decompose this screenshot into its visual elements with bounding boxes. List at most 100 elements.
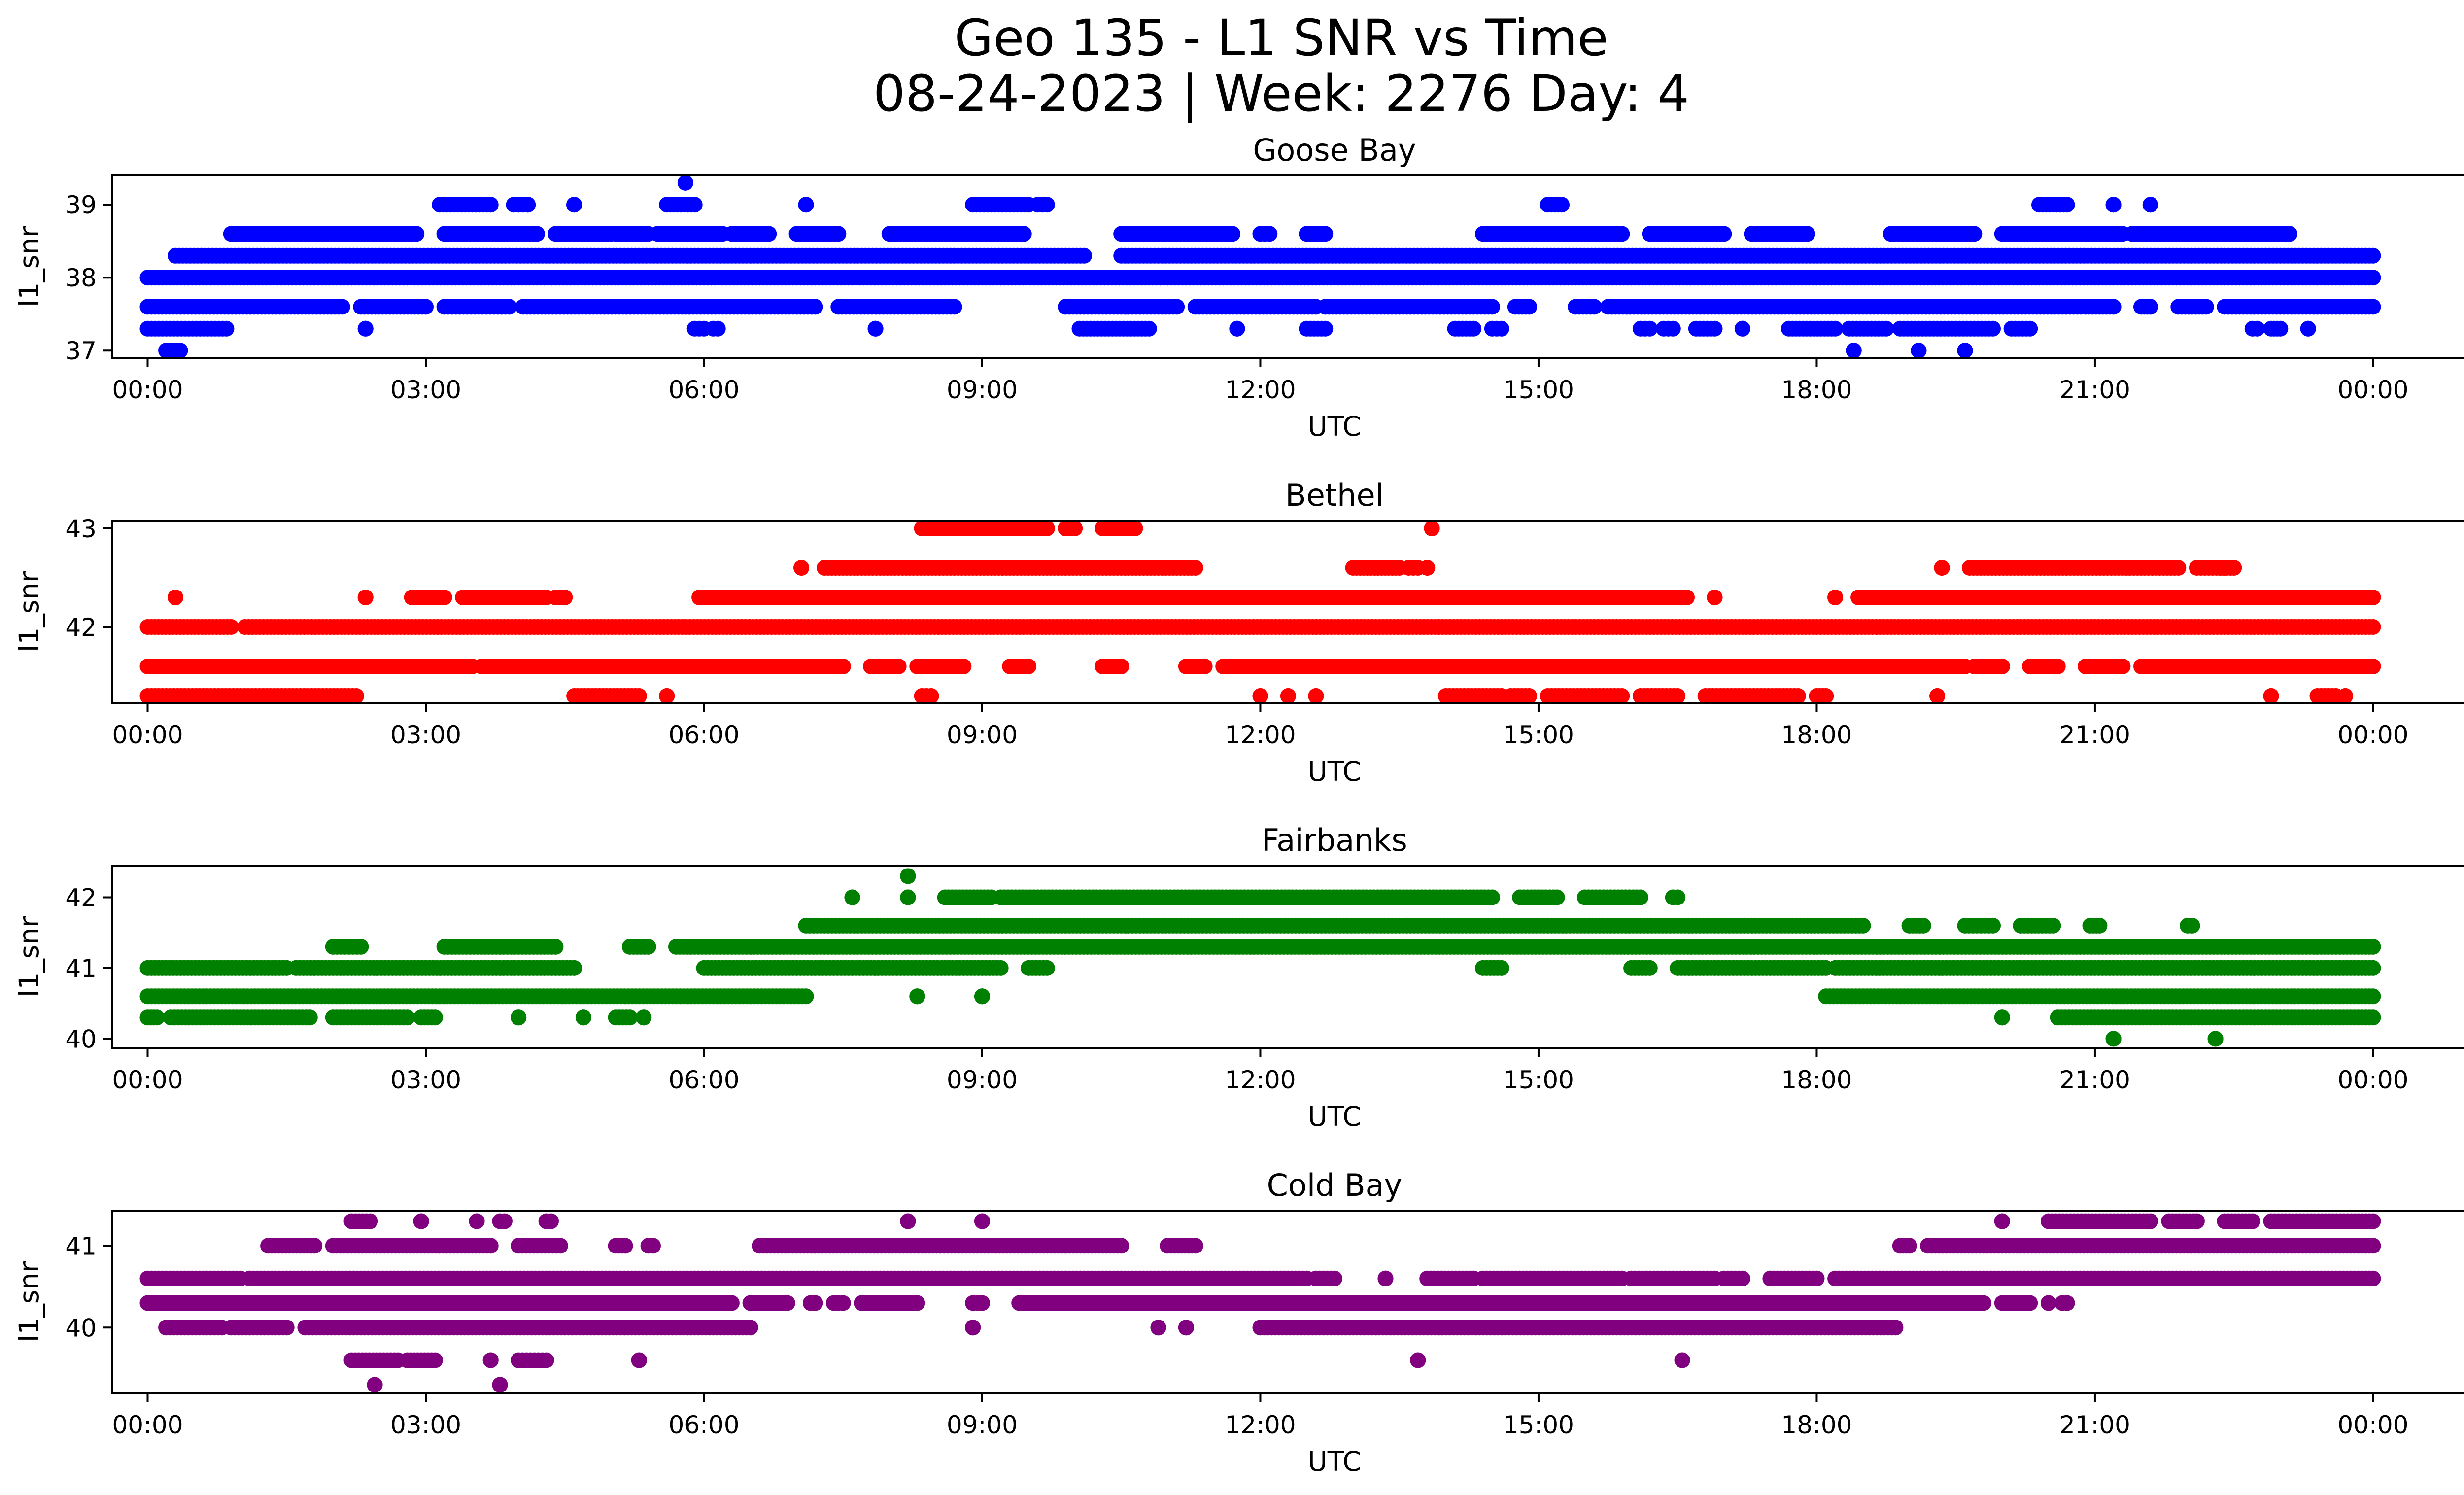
data-point [1127, 521, 1143, 536]
data-point [2365, 1009, 2381, 1026]
data-point [2105, 299, 2122, 315]
data-point [1934, 560, 1950, 576]
scatter-series [139, 175, 2381, 358]
data-point [1790, 688, 1806, 703]
data-point [1521, 299, 1538, 315]
data-point [1484, 299, 1500, 315]
data-point [566, 197, 582, 213]
data-point [1586, 299, 1602, 315]
data-point [557, 590, 573, 605]
x-tick-label: 15:00 [1503, 721, 1574, 749]
data-point [1021, 659, 1037, 674]
data-point [1039, 521, 1055, 536]
data-point [2300, 320, 2316, 337]
data-point [2198, 299, 2214, 315]
data-point [1846, 343, 1862, 358]
data-point [1308, 688, 1324, 703]
data-point [761, 226, 777, 242]
data-point [1317, 320, 1334, 337]
data-point [1911, 343, 1927, 358]
y-tick-label: 42 [65, 613, 97, 642]
x-tick-label: 18:00 [1781, 376, 1852, 404]
data-point [1957, 343, 1973, 358]
data-point [2105, 197, 2122, 213]
data-point [956, 659, 972, 674]
x-tick-label: 12:00 [1225, 721, 1296, 749]
data-point [2249, 320, 2265, 337]
data-point [172, 343, 188, 358]
data-point [2142, 197, 2158, 213]
data-point [1665, 320, 1681, 337]
data-point [2365, 988, 2381, 1005]
data-point [168, 590, 183, 605]
data-point [1929, 688, 1946, 703]
scatter-series [139, 521, 2381, 703]
data-point [2022, 320, 2038, 337]
x-tick-label: 09:00 [947, 376, 1018, 404]
data-point [2365, 590, 2381, 605]
data-point [2272, 320, 2289, 337]
x-axis-label: UTC [1307, 756, 1361, 787]
data-point [2226, 560, 2242, 576]
scatter-series [139, 868, 2381, 1047]
data-point [482, 197, 499, 213]
data-point [357, 320, 374, 337]
data-point [1197, 659, 1213, 674]
data-point [677, 175, 693, 191]
data-point [1878, 320, 1894, 337]
data-point [1169, 299, 1185, 315]
data-point [1707, 320, 1723, 337]
x-tick-label: 18:00 [1781, 721, 1852, 749]
data-point [1493, 320, 1509, 337]
data-point [974, 988, 990, 1005]
data-point [2207, 1031, 2224, 1047]
x-tick-label: 00:00 [2337, 376, 2408, 404]
subplot-title: Goose Bay [1253, 132, 1416, 168]
data-point [2337, 688, 2353, 703]
data-point [1466, 320, 1482, 337]
data-point [1966, 226, 1983, 242]
x-tick-label: 21:00 [2059, 376, 2130, 404]
data-point [946, 299, 962, 315]
x-tick-label: 00:00 [2337, 721, 2408, 749]
data-point [622, 1009, 638, 1026]
data-point [218, 320, 235, 337]
data-point [1818, 688, 1834, 703]
data-point [1187, 560, 1203, 576]
data-point [1679, 590, 1695, 605]
data-point [793, 560, 810, 576]
data-point [529, 226, 545, 242]
data-point [1262, 226, 1278, 242]
data-point [798, 197, 814, 213]
data-point [1994, 1009, 2010, 1026]
data-point [631, 688, 647, 703]
y-tick-label: 37 [65, 337, 97, 365]
y-tick-label: 38 [65, 264, 97, 292]
data-point [867, 320, 884, 337]
data-point [1141, 320, 1157, 337]
data-point [2142, 299, 2158, 315]
data-point [2170, 560, 2187, 576]
data-point [501, 299, 517, 315]
data-point [520, 197, 536, 213]
data-point [1225, 226, 1240, 242]
y-tick-label: 43 [65, 515, 97, 543]
data-point [1716, 226, 1732, 242]
data-point [399, 1009, 415, 1026]
data-point [2115, 659, 2131, 674]
data-point [2282, 226, 2298, 242]
data-point [1252, 688, 1268, 703]
data-point [1419, 560, 1436, 576]
data-point [1280, 688, 1296, 703]
data-point [923, 688, 939, 703]
figure-title-line2: 08-24-2023 | Week: 2276 Day: 4 [873, 65, 1689, 123]
data-point [302, 1009, 318, 1026]
data-point [1707, 590, 1723, 605]
y-axis-label: l1_snr [13, 571, 45, 652]
x-axis-label: UTC [1307, 411, 1361, 442]
data-point [149, 1009, 165, 1026]
data-point [409, 226, 425, 242]
